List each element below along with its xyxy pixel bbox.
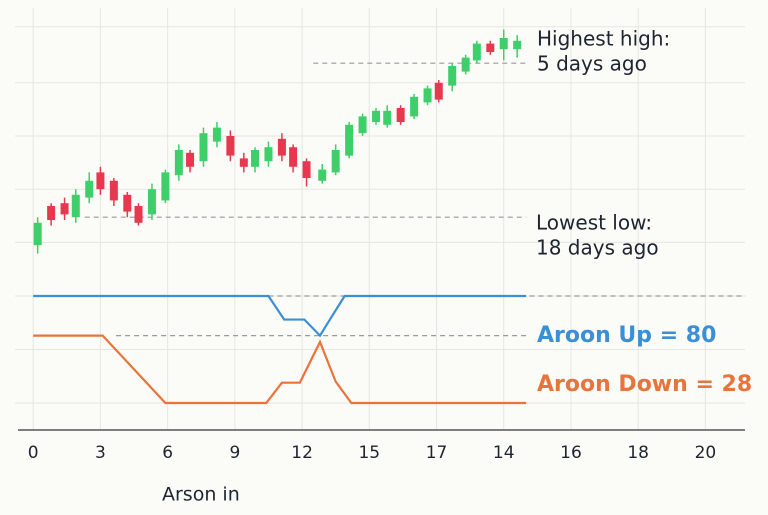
x-tick-label: 17 [426,443,448,463]
x-tick-label: 15 [358,443,380,463]
candle-body [147,189,156,215]
annotation: Highest high: [537,27,670,51]
x-tick-label: 3 [95,443,106,463]
x-tick-label: 16 [560,443,582,463]
legend-entry: Aroon Down = 28 [537,372,752,397]
candle-body [318,169,327,181]
candle-body [60,203,69,215]
candle-body [472,43,481,61]
candle-body [358,116,367,134]
candle-body [134,206,143,223]
x-tick-label: 14 [493,443,515,463]
x-tick-label: 20 [695,443,717,463]
candle-body [47,206,56,220]
candle-body [383,110,392,125]
candle-body [264,147,273,162]
candle-body [85,180,94,198]
candle-body [423,88,432,103]
candle-body [71,194,80,218]
candle-body [289,147,298,167]
annotation: 5 days ago [537,52,647,76]
candle-body [345,124,354,156]
plot [33,29,746,405]
candle-body [212,127,221,142]
candle-body [199,133,208,162]
candle-body [396,108,405,122]
candle-body [277,138,286,156]
candle-body [123,194,132,212]
x-tick-label: 12 [291,443,313,463]
x-tick-label: 0 [28,443,39,463]
aroon-line [33,294,527,338]
candle-body [226,136,235,156]
candle-body [33,222,42,246]
x-tick-label: 6 [162,443,173,463]
candle-body [461,57,470,72]
x-tick-label: 9 [229,443,240,463]
candle-body [372,110,381,122]
annotation: Lowest low: [536,211,652,235]
candle-body [174,150,183,176]
x-tick-label: 18 [627,443,649,463]
candle-body [109,180,118,201]
candle-body [410,96,419,117]
candle-body [161,172,170,201]
candle-body [239,158,248,167]
candle-body [302,161,311,178]
annotation: 18 days ago [536,236,659,260]
candle-body [331,150,340,173]
aroon-line [33,334,527,405]
candle-body [499,38,508,50]
candle-body [186,152,195,167]
legend-entry: Aroon Up = 80 [537,323,716,348]
x-axis-label: Arson in [162,484,240,506]
candle-body [486,43,495,52]
candle-body [434,82,443,100]
candle-body [96,172,105,190]
candle-body [448,66,457,86]
candle-body [251,150,260,167]
candle-body [513,40,522,50]
